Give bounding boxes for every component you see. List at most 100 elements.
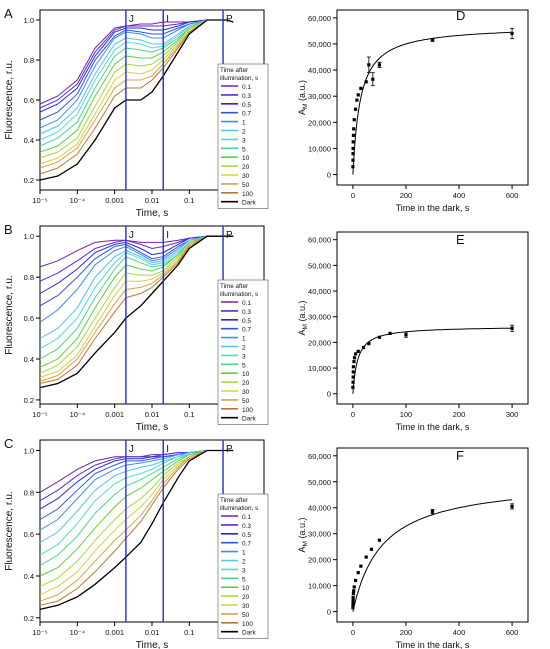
data-point	[367, 342, 371, 346]
legend-item-label: 0.1	[242, 300, 251, 307]
series-line-50	[39, 19, 234, 169]
legend-title-line2: illumination, s	[220, 505, 258, 512]
series-line-2	[39, 450, 234, 543]
legend-item-label: 0.5	[242, 532, 251, 539]
legend-item-label: 5	[242, 146, 246, 153]
legend-item-label: 1	[242, 550, 246, 557]
legend-item-label: 2	[242, 345, 246, 352]
legend-item-label: 30	[242, 389, 250, 396]
data-point	[351, 133, 356, 137]
legend-item-label: 50	[242, 612, 250, 619]
panel-letter: D	[456, 8, 465, 23]
y-tick-label: 30,000	[308, 313, 331, 322]
y-tick-label: 20,000	[308, 118, 331, 127]
x-tick-label: 0.001	[105, 628, 124, 637]
panel-letter: B	[4, 222, 13, 237]
y-tick-label: 0.8	[24, 273, 34, 282]
legend-item-label: 0.7	[242, 327, 251, 334]
x-tick-label: 10⁻⁵	[32, 410, 47, 419]
data-point	[377, 63, 382, 67]
y-tick-label: 0	[327, 608, 331, 617]
legend-item-label: 1	[242, 336, 246, 343]
y-tick-label: 50,000	[308, 261, 331, 270]
data-point	[367, 63, 371, 67]
series-line-5	[39, 19, 234, 147]
legend-title: Time after	[220, 497, 248, 504]
series-line-20	[39, 450, 234, 587]
data-point	[351, 365, 356, 369]
legend-item-label: 2	[242, 559, 246, 566]
legend-item-label: 5	[242, 362, 246, 369]
marker-label-J: J	[129, 14, 134, 25]
plot-frame	[336, 231, 529, 405]
x-axis-title: Time in the dark, s	[396, 640, 470, 649]
marker-label-P: P	[226, 230, 233, 241]
y-tick-label: 0	[327, 390, 331, 399]
y-axis-title: Fluorescence, r.u.	[4, 491, 15, 570]
x-tick-label: 200	[400, 628, 413, 637]
legend-item-label: 10	[242, 155, 250, 162]
series-line-2	[39, 19, 234, 135]
data-point	[352, 585, 356, 589]
data-point	[510, 326, 514, 330]
x-axis-title: Time, s	[136, 640, 168, 649]
y-tick-label: 40,000	[308, 504, 331, 513]
legend-item-label: 100	[242, 191, 253, 198]
fit-curve	[352, 327, 513, 394]
legend-item-label: 0.3	[242, 523, 251, 530]
y-tick-label: 0	[327, 171, 331, 180]
data-point	[351, 598, 355, 602]
x-tick-label: 0	[351, 191, 355, 200]
y-axis-title: AM (a.u.)	[297, 301, 309, 336]
x-tick-label: 10⁻⁴	[70, 196, 86, 205]
y-tick-label: 30,000	[308, 92, 331, 101]
x-tick-label: 200	[400, 191, 413, 200]
x-tick-label: 600	[506, 628, 519, 637]
x-tick-label: 10⁻⁴	[70, 410, 86, 419]
data-point	[356, 571, 360, 575]
data-point	[353, 107, 358, 111]
y-tick-label: 0.4	[24, 572, 34, 581]
legend-item-label: 30	[242, 173, 250, 180]
series-line-0.1	[39, 235, 234, 268]
y-tick-label: 10,000	[308, 364, 331, 373]
legend-item-label: Dark	[242, 630, 256, 637]
data-point	[351, 165, 355, 169]
data-point	[352, 356, 357, 360]
data-point	[404, 333, 408, 337]
x-tick-label: 10⁻⁵	[32, 628, 47, 637]
data-point	[352, 118, 356, 122]
data-point	[352, 360, 356, 364]
x-tick-label: 0.1	[184, 628, 194, 637]
legend-title-line2: illumination, s	[220, 75, 258, 82]
y-axis-title: Fluorescence, r.u.	[4, 60, 15, 139]
data-point	[351, 158, 355, 162]
data-point	[351, 606, 355, 610]
y-tick-label: 50,000	[308, 40, 331, 49]
panel-b: 10⁻⁵ 10⁻⁴ 0.001 0.01 0.1 1 10 0.2 0.4 0.6 0.8 1.0 J I…	[4, 222, 269, 433]
y-tick-label: 0.6	[24, 96, 34, 105]
x-tick-label: 0.1	[184, 410, 194, 419]
y-tick-label: 0.2	[24, 176, 34, 185]
series-line-100	[39, 450, 234, 606]
x-tick-label: 0.01	[145, 410, 160, 419]
data-point	[351, 595, 355, 599]
x-axis-title: Time, s	[136, 422, 168, 433]
y-tick-label: 10,000	[308, 144, 331, 153]
x-tick-label: 0.001	[105, 196, 124, 205]
legend-item-label: 100	[242, 407, 253, 414]
x-tick-label: 0.1	[184, 196, 194, 205]
data-point	[377, 538, 382, 542]
data-point	[359, 86, 363, 90]
panel-c: 10⁻⁵ 10⁻⁴ 0.001 0.01 0.1 1 10 0.2 0.4 0.6 0.8 1.0 J I…	[4, 436, 269, 649]
marker-label-P: P	[226, 444, 233, 455]
y-tick-label: 1.0	[24, 232, 34, 241]
series-line-0.5	[39, 450, 234, 510]
data-point	[371, 77, 375, 81]
panel-a: 10⁻⁵ 10⁻⁴ 0.001 0.01 0.1 1 10 0.2 0.4 0.6 0.8 1.0 J I…	[4, 6, 269, 219]
series-line-Dark	[39, 235, 234, 389]
marker-label-J: J	[129, 230, 134, 241]
legend-item-label: 10	[242, 371, 250, 378]
legend-item-label: 2	[242, 129, 246, 136]
